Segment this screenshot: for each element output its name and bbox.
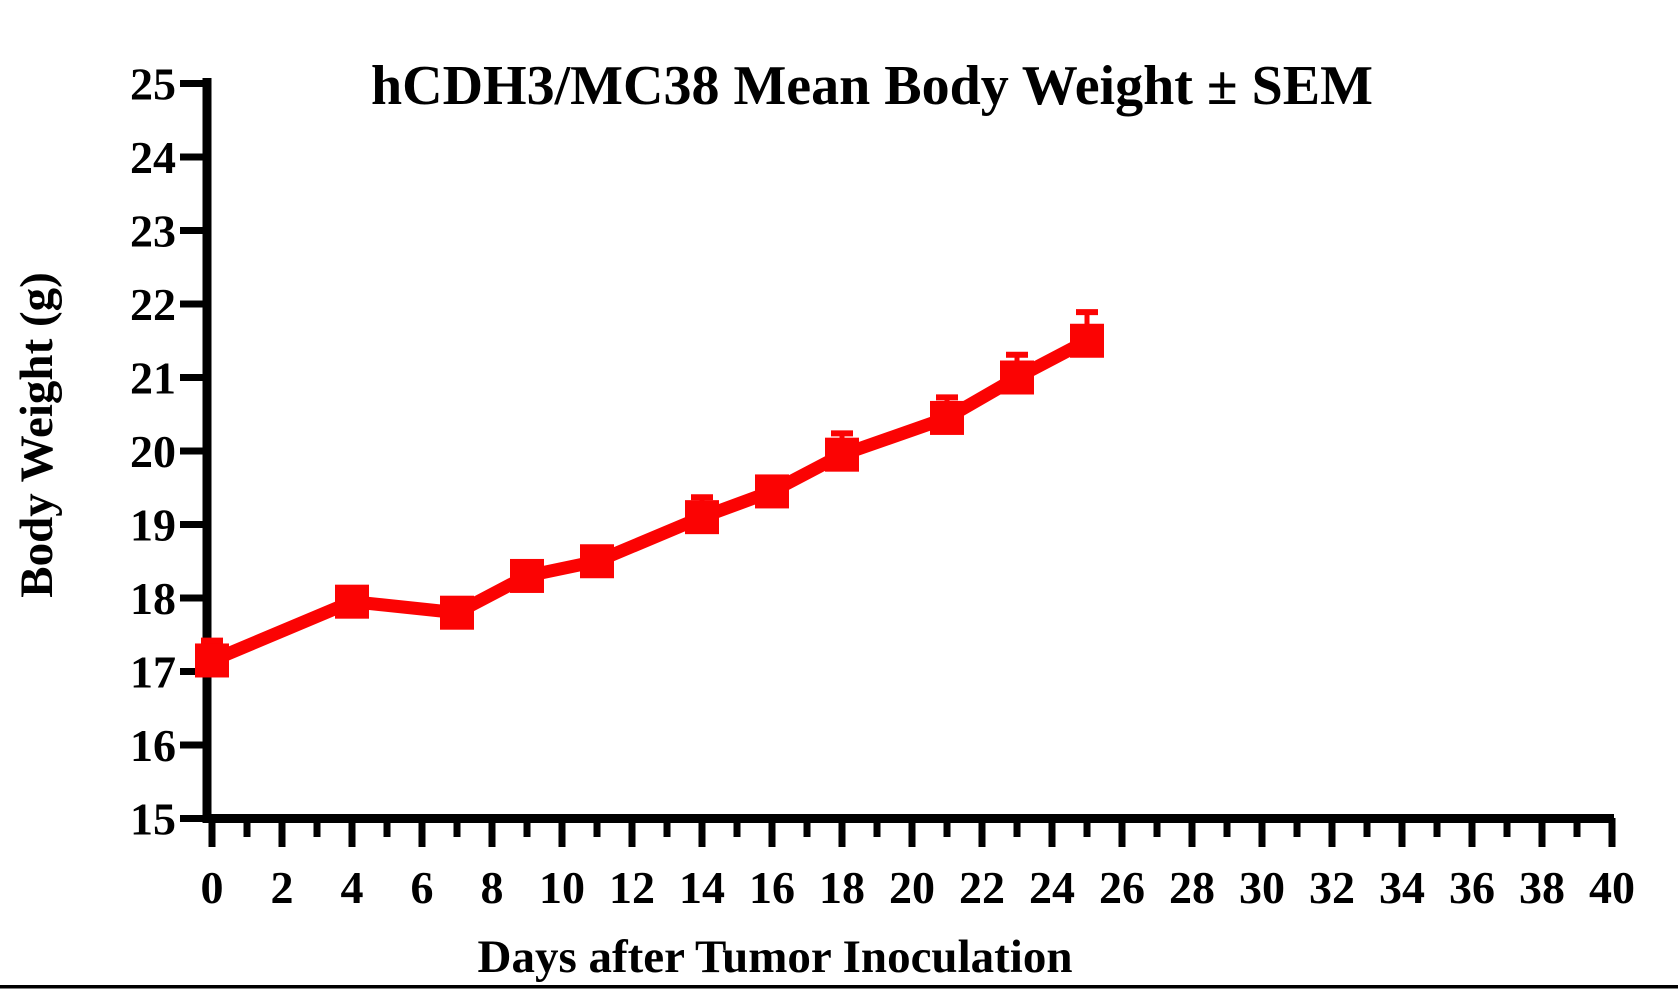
page-divider bbox=[0, 985, 1678, 989]
y-axis: 15 16 17 18 19 20 21 22 23 24 25 bbox=[130, 59, 212, 845]
x-tick-label: 16 bbox=[749, 862, 795, 913]
data-point-day-9 bbox=[510, 558, 544, 593]
data-point-day-23 bbox=[1000, 360, 1034, 395]
x-tick-label: 34 bbox=[1379, 862, 1425, 913]
x-tick-label: 32 bbox=[1309, 862, 1355, 913]
y-tick-label: 22 bbox=[130, 279, 176, 330]
x-tick-label: 10 bbox=[539, 862, 585, 913]
x-tick-label: 40 bbox=[1589, 862, 1635, 913]
x-tick-label: 30 bbox=[1239, 862, 1285, 913]
y-tick-label: 15 bbox=[130, 794, 176, 845]
y-tick-label: 18 bbox=[130, 573, 176, 624]
data-point-day-7 bbox=[440, 595, 474, 630]
y-tick-label: 19 bbox=[130, 500, 176, 551]
x-axis-label: Days after Tumor Inoculation bbox=[478, 931, 1073, 983]
y-tick-label: 24 bbox=[130, 132, 176, 183]
y-axis-label: Body Weight (g) bbox=[11, 272, 63, 598]
x-tick-label: 12 bbox=[609, 862, 655, 913]
data-point-day-0 bbox=[195, 643, 229, 678]
data-point-day-21 bbox=[930, 400, 964, 435]
x-tick-label: 2 bbox=[271, 862, 294, 913]
x-tick-label: 0 bbox=[201, 862, 224, 913]
x-tick-label: 38 bbox=[1519, 862, 1565, 913]
data-point-day-16 bbox=[755, 474, 789, 509]
y-tick-label: 21 bbox=[130, 353, 176, 404]
x-tick-label: 22 bbox=[959, 862, 1005, 913]
y-tick-label: 17 bbox=[130, 647, 176, 698]
chart-title: hCDH3/MC38 Mean Body Weight ± SEM bbox=[371, 55, 1373, 117]
x-tick-label: 20 bbox=[889, 862, 935, 913]
x-tick-label: 36 bbox=[1449, 862, 1495, 913]
x-tick-label: 18 bbox=[819, 862, 865, 913]
data-point-day-11 bbox=[580, 544, 614, 579]
data-point-day-14 bbox=[685, 500, 719, 535]
x-tick-label: 6 bbox=[411, 862, 434, 913]
x-tick-label: 28 bbox=[1169, 862, 1215, 913]
y-tick-label: 25 bbox=[130, 59, 176, 110]
y-tick-label: 20 bbox=[130, 426, 176, 477]
y-tick-label: 23 bbox=[130, 206, 176, 257]
y-tick-label: 16 bbox=[130, 720, 176, 771]
x-tick-label: 26 bbox=[1099, 862, 1145, 913]
data-point-day-18 bbox=[825, 437, 859, 472]
x-axis: 0 2 4 6 8 10 12 14 16 18 20 22 24 26 28 30 32 34 36 38 40 bbox=[201, 814, 1635, 913]
x-tick-label: 14 bbox=[679, 862, 725, 913]
x-tick-label: 24 bbox=[1029, 862, 1075, 913]
data-point-day-4 bbox=[335, 584, 369, 619]
x-tick-label: 4 bbox=[341, 862, 364, 913]
x-tick-label: 8 bbox=[481, 862, 504, 913]
series-group bbox=[195, 323, 1104, 678]
data-point-day-25 bbox=[1070, 323, 1104, 358]
